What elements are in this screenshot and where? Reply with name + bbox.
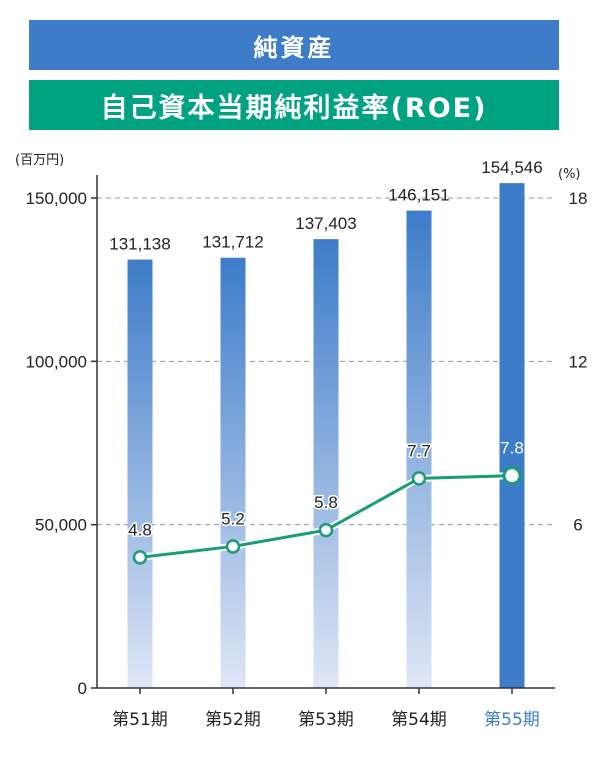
right-tick-label: 18 <box>569 189 588 208</box>
bars <box>127 183 525 689</box>
roe-value-label: 7.7 <box>407 441 431 460</box>
net-assets-value-label: 137,403 <box>295 214 356 233</box>
roe-value-label: 5.2 <box>221 509 245 528</box>
net-assets-value-label: 131,138 <box>109 235 170 254</box>
right-tick-label: 6 <box>573 516 582 535</box>
right-axis-unit: (%) <box>558 167 581 182</box>
left-tick-label: 100,000 <box>26 352 87 371</box>
net-assets-bar <box>220 257 246 688</box>
net-assets-value-label: 154,546 <box>481 158 542 177</box>
roe-point <box>411 471 427 486</box>
net-assets-value-label: 131,712 <box>202 233 263 252</box>
roe-line <box>132 466 522 565</box>
roe-banner: 自己資本当期純利益率(ROE) <box>29 80 559 130</box>
net-assets-banner: 純資産 <box>29 20 559 70</box>
roe-point <box>502 466 522 486</box>
net-assets-bar <box>499 183 525 689</box>
net-assets-bar <box>127 259 153 688</box>
right-tick-label: 12 <box>569 352 588 371</box>
roe-value-label: 5.8 <box>314 493 338 512</box>
net-assets-bar <box>406 210 432 688</box>
category-label: 第55期 <box>484 710 540 730</box>
left-tick-label: 50,000 <box>35 516 87 535</box>
roe-value-label: 7.8 <box>500 439 524 458</box>
roe-point <box>318 522 334 538</box>
category-label: 第52期 <box>205 710 261 730</box>
roe-point <box>225 539 241 554</box>
axes <box>91 175 555 694</box>
category-label: 第53期 <box>298 710 354 730</box>
left-axis-unit: (百万円) <box>15 153 64 168</box>
left-tick-label: 150,000 <box>26 189 87 208</box>
roe-value-label: 4.8 <box>128 520 152 539</box>
category-label: 第51期 <box>112 710 168 730</box>
labels: 0 50,000 100,000 150,000 6 12 18 (百万円) (%) 131,13… <box>15 153 587 730</box>
category-label: 第54期 <box>391 710 447 730</box>
left-tick-label: 0 <box>78 679 87 698</box>
net-assets-value-label: 146,151 <box>388 186 449 205</box>
net-assets-bar <box>313 239 339 688</box>
roe-point <box>132 550 148 565</box>
